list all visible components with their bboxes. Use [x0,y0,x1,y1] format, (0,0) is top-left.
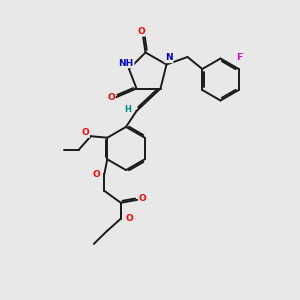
Text: NH: NH [118,58,134,68]
Text: F: F [236,52,242,62]
Text: O: O [107,93,115,102]
Text: O: O [137,27,145,36]
Text: O: O [92,170,100,179]
Text: N: N [165,53,173,62]
Text: H: H [125,105,131,114]
Text: O: O [125,214,133,223]
Text: O: O [139,194,147,203]
Text: O: O [82,128,89,137]
